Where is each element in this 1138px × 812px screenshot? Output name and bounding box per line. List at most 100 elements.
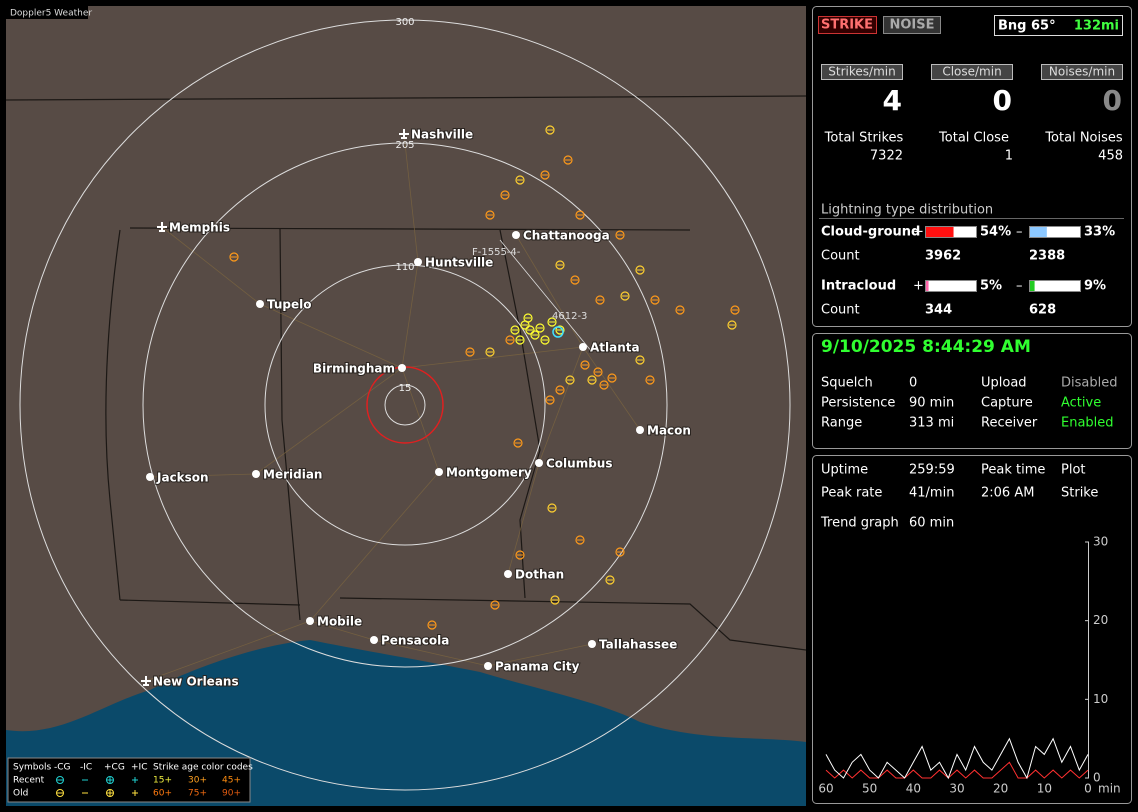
strike-symbol: [485, 347, 495, 357]
bar-track: [1029, 280, 1081, 292]
strike-symbol: [580, 360, 590, 370]
strike-button: [818, 16, 877, 34]
y-tick-label: 10: [1093, 692, 1108, 706]
legend-age-code: 90+: [222, 789, 241, 799]
bar-track: [925, 280, 977, 292]
strike-symbol: [575, 535, 585, 545]
legend-age-code: 30+: [188, 776, 207, 786]
city-dot: [512, 231, 520, 239]
strike-symbol: [555, 325, 565, 335]
total-value: 7322: [870, 149, 903, 164]
status-label: Range: [821, 416, 862, 431]
legend-symbol: [56, 776, 64, 784]
count-value: 344: [925, 303, 952, 318]
strike-symbol: [505, 335, 515, 345]
strike-symbol: [465, 347, 475, 357]
legend-title: Symbols: [13, 763, 52, 773]
strike-button-label: STRIKE: [821, 18, 873, 33]
total-value: 458: [1098, 149, 1123, 164]
bearing-line: [499, 239, 593, 353]
strike-symbol: [513, 438, 523, 448]
strike-symbol: [547, 317, 557, 327]
counter-label: Close/min: [942, 65, 1001, 79]
x-tick-label: 0: [1084, 782, 1092, 796]
legend-box: [7, 757, 251, 803]
strike-symbol: [550, 595, 560, 605]
city-dot: [588, 640, 596, 648]
strike-symbol: [510, 325, 520, 335]
strike-symbol: [545, 125, 555, 135]
city-dot: [484, 662, 492, 670]
strike-symbol: [563, 155, 573, 165]
counter-value: 4: [883, 84, 902, 117]
stat-label: Trend graph: [820, 516, 899, 531]
trend-line: [825, 737, 1089, 780]
y-tick-label: 0: [1093, 771, 1101, 785]
cities: Nashville Memphis Chattanooga Huntsville Tup…: [141, 127, 692, 690]
city-dot: [146, 473, 154, 481]
status-value: 0: [909, 376, 917, 391]
airport-icon: [399, 129, 409, 139]
strike-symbol: [599, 380, 609, 390]
strike-symbol: [635, 355, 645, 365]
bearing: Bng 65°: [998, 19, 1056, 34]
strike-symbol: [490, 600, 500, 610]
strike-symbol: [540, 335, 550, 345]
percent: 54%: [980, 225, 1011, 240]
legend-column: -CG: [54, 763, 71, 773]
city-label: Macon: [647, 424, 691, 438]
status-value: 90 min: [909, 396, 954, 411]
city-label: Chattanooga: [523, 229, 610, 243]
strike-symbol: [545, 395, 555, 405]
legend-column: +IC: [131, 763, 147, 773]
strike-symbol: [607, 373, 617, 383]
map-title: Doppler5 Weather: [10, 9, 92, 19]
station-label: 4612-3: [552, 311, 587, 322]
city-dot: [398, 364, 406, 372]
total-label: Total Noises: [1044, 131, 1123, 146]
total-value: 1: [1005, 149, 1013, 164]
counters-panel: [812, 6, 1132, 327]
strike-symbol: [515, 175, 525, 185]
distance: 132mi: [1074, 19, 1119, 34]
map-title-box: [6, 6, 88, 19]
stat-label: Uptime: [821, 463, 868, 478]
airport-icon: [141, 676, 151, 686]
total-label: Total Close: [938, 131, 1009, 146]
status-value: 313 mi: [909, 416, 954, 431]
stat-label: Plot: [1061, 463, 1086, 478]
strike-symbol: [730, 305, 740, 315]
city-label: Pensacola: [381, 634, 449, 648]
ring-label: 300: [395, 17, 414, 28]
strike-symbol: [552, 326, 564, 338]
counter-label-box: [1041, 64, 1123, 80]
strike-symbol: [635, 265, 645, 275]
legend-age-title: Strike age color codes: [153, 763, 253, 773]
x-tick-label: 40: [906, 782, 921, 796]
city-label: Huntsville: [425, 256, 493, 270]
distribution-title: Lightning type distribution: [821, 203, 993, 218]
strike-symbol: [645, 375, 655, 385]
sign: –: [1016, 225, 1023, 240]
city-label: Columbus: [546, 457, 613, 471]
stats-panel: [812, 455, 1132, 804]
status-label: Receiver: [981, 416, 1038, 431]
bar-fill: [926, 227, 954, 237]
counter-label: Strikes/min: [828, 65, 895, 79]
strike-symbol: [525, 325, 535, 335]
trend-line: [825, 761, 1089, 779]
count-value: 3962: [925, 249, 961, 264]
count-value: 2388: [1029, 249, 1065, 264]
strike-symbol: [675, 305, 685, 315]
city-dot: [535, 459, 543, 467]
stat-value: 2:06 AM: [981, 486, 1034, 501]
city-label: Birmingham: [313, 362, 395, 376]
airport-icon: [157, 222, 167, 232]
strike-symbol: [555, 260, 565, 270]
counter-label: Noises/min: [1049, 65, 1115, 79]
legend-age-code: 60+: [153, 789, 172, 799]
x-tick-label: 10: [1037, 782, 1052, 796]
percent: 5%: [980, 279, 1002, 294]
strike-symbol: [620, 291, 630, 301]
count-value: 628: [1029, 303, 1056, 318]
